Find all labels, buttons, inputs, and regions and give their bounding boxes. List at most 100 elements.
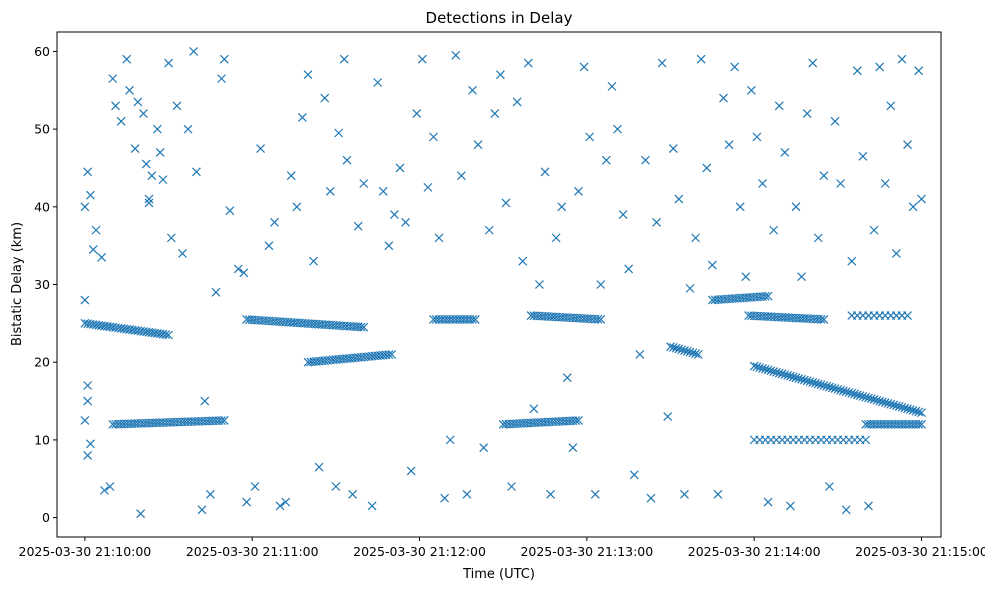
data-point-marker — [99, 485, 109, 495]
data-point-marker — [490, 109, 500, 119]
data-point-marker — [479, 443, 489, 453]
data-point-marker — [752, 362, 762, 372]
data-point-marker — [914, 419, 924, 429]
data-point-marker — [763, 497, 773, 507]
data-point-marker — [551, 233, 561, 243]
data-point-marker — [894, 402, 904, 411]
data-point-marker — [783, 370, 793, 380]
data-point-marker — [585, 132, 595, 142]
data-point-marker — [858, 391, 868, 401]
y-tick-label: 10 — [34, 432, 50, 447]
data-point-marker — [760, 364, 770, 374]
x-tick-label: 2025-03-30 21:14:00 — [688, 544, 821, 559]
data-point-marker — [872, 395, 882, 405]
data-point-marker — [86, 439, 95, 449]
data-point-marker — [780, 147, 790, 157]
data-point-marker — [875, 396, 885, 406]
data-point-marker — [808, 58, 818, 68]
data-point-marker — [325, 186, 335, 196]
data-point-marker — [666, 342, 675, 352]
data-point-marker — [886, 399, 896, 409]
data-point-marker — [889, 400, 899, 410]
data-point-marker — [320, 93, 330, 103]
data-point-marker — [905, 405, 915, 415]
data-point-marker — [373, 78, 383, 87]
data-point-marker — [86, 190, 95, 200]
data-point-marker — [763, 291, 773, 301]
data-point-marker — [917, 194, 926, 204]
data-point-marker — [891, 248, 901, 258]
data-point-marker — [546, 489, 556, 499]
data-point-marker — [219, 416, 229, 425]
data-point-marker — [830, 384, 840, 394]
data-point-marker — [802, 109, 812, 119]
data-point-marker — [685, 283, 695, 293]
data-point-marker — [601, 155, 611, 165]
data-point-marker — [844, 388, 854, 397]
data-point-marker — [671, 343, 681, 353]
data-point-marker — [395, 163, 405, 173]
data-point-marker — [495, 70, 505, 80]
data-point-marker — [613, 124, 622, 134]
data-point-marker — [378, 186, 388, 196]
data-point-marker — [864, 501, 873, 511]
data-point-marker — [785, 371, 795, 381]
data-point-marker — [680, 346, 689, 355]
data-point-marker — [540, 167, 550, 177]
data-point-marker — [596, 280, 606, 289]
data-point-marker — [691, 233, 701, 243]
data-point-marker — [116, 116, 126, 126]
data-point-marker — [830, 116, 840, 126]
data-point-marker — [825, 382, 834, 392]
data-point-marker — [359, 179, 369, 188]
data-point-marker — [693, 349, 703, 359]
data-point-marker — [847, 256, 857, 266]
data-point-marker — [903, 140, 912, 150]
data-point-marker — [111, 101, 120, 111]
data-point-marker — [406, 466, 416, 476]
x-tick-label: 2025-03-30 21:10:00 — [19, 544, 152, 559]
data-point-marker — [819, 315, 829, 324]
data-point-marker — [691, 349, 701, 359]
data-point-marker — [384, 350, 394, 360]
data-point-marker — [593, 314, 603, 324]
data-point-marker — [791, 373, 801, 383]
data-point-marker — [164, 58, 173, 68]
data-point-marker — [473, 140, 483, 150]
data-point-marker — [758, 363, 767, 373]
data-point-marker — [130, 144, 140, 153]
data-point-marker — [883, 398, 893, 408]
data-point-marker — [903, 311, 912, 321]
data-point-marker — [468, 315, 477, 324]
data-point-marker — [864, 393, 873, 403]
data-point-marker — [908, 405, 918, 415]
data-point-marker — [91, 225, 101, 235]
data-point-marker — [878, 397, 887, 407]
data-point-marker — [819, 381, 829, 390]
data-point-marker — [523, 58, 533, 68]
data-point-marker — [470, 315, 480, 324]
y-tick-label: 30 — [34, 277, 50, 292]
data-point-marker — [353, 221, 363, 231]
data-point-marker — [629, 470, 639, 480]
data-point-marker — [342, 155, 352, 165]
data-point-marker — [562, 373, 572, 383]
data-point-marker — [125, 85, 134, 95]
data-point-marker — [852, 66, 862, 76]
data-point-marker — [833, 384, 843, 394]
data-point-marker — [303, 70, 313, 80]
data-point-marker — [456, 171, 466, 181]
data-point-marker — [914, 66, 924, 76]
data-point-marker — [152, 124, 162, 134]
y-tick-label: 60 — [34, 44, 50, 59]
data-point-marker — [501, 198, 511, 208]
data-point-marker — [197, 505, 207, 515]
data-point-marker — [827, 383, 837, 393]
data-point-marker — [836, 385, 846, 395]
data-point-marker — [568, 443, 578, 453]
y-tick-label: 20 — [34, 355, 50, 370]
data-point-marker — [297, 113, 307, 122]
data-point-marker — [512, 97, 522, 107]
data-point-marker — [813, 379, 823, 389]
data-point-marker — [772, 367, 781, 377]
